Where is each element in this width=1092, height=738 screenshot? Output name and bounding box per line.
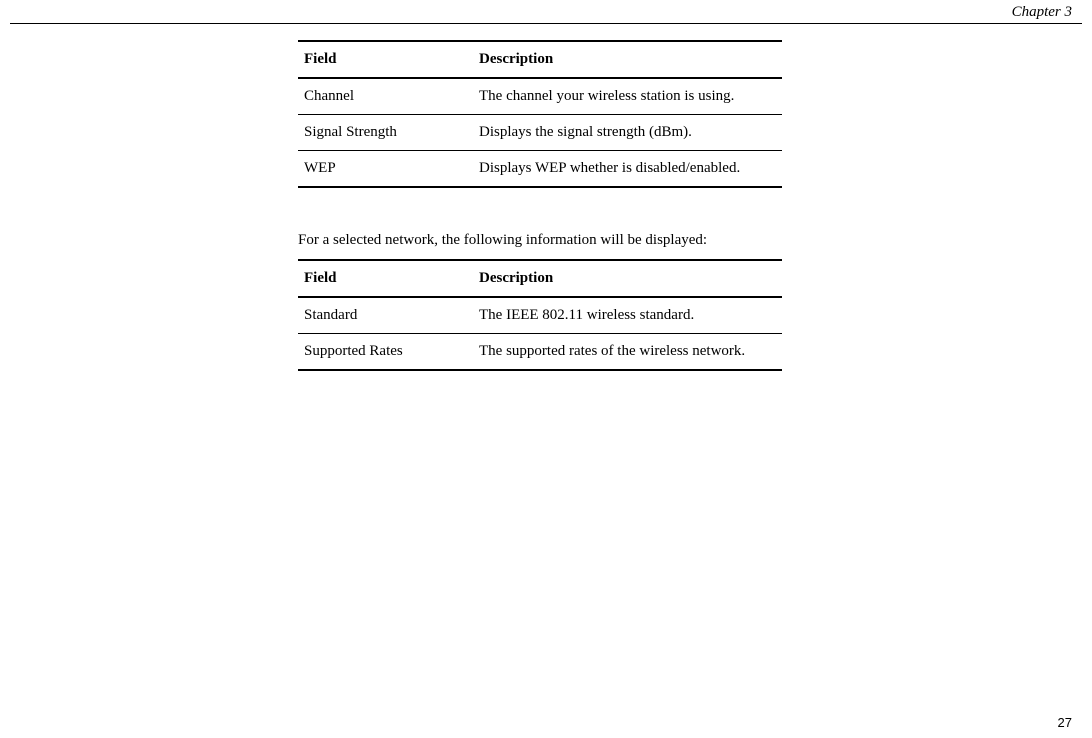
table-header-field: Field [298, 41, 473, 78]
chapter-label: Chapter 3 [0, 4, 1092, 23]
table-cell-description: The channel your wireless station is usi… [473, 78, 782, 115]
table-row: Signal Strength Displays the signal stre… [298, 115, 782, 151]
table-row: Channel The channel your wireless statio… [298, 78, 782, 115]
table-cell-field: Supported Rates [298, 334, 473, 371]
table-cell-field: Signal Strength [298, 115, 473, 151]
table-header-row: Field Description [298, 41, 782, 78]
table-header-field: Field [298, 260, 473, 297]
table-row: WEP Displays WEP whether is disabled/ena… [298, 151, 782, 188]
field-table-1: Field Description Channel The channel yo… [298, 40, 782, 188]
content-area: Field Description Channel The channel yo… [298, 24, 782, 371]
table-cell-field: WEP [298, 151, 473, 188]
table-row: Supported Rates The supported rates of t… [298, 334, 782, 371]
table-cell-description: The supported rates of the wireless netw… [473, 334, 782, 371]
table-cell-description: Displays the signal strength (dBm). [473, 115, 782, 151]
table-header-description: Description [473, 260, 782, 297]
page-number: 27 [1058, 715, 1072, 730]
table-cell-description: The IEEE 802.11 wireless standard. [473, 297, 782, 334]
table-row: Standard The IEEE 802.11 wireless standa… [298, 297, 782, 334]
table-cell-field: Standard [298, 297, 473, 334]
table-header-description: Description [473, 41, 782, 78]
page-header: Chapter 3 [0, 0, 1092, 24]
table-cell-description: Displays WEP whether is disabled/enabled… [473, 151, 782, 188]
field-table-2: Field Description Standard The IEEE 802.… [298, 259, 782, 371]
header-rule [10, 23, 1082, 24]
body-paragraph: For a selected network, the following in… [298, 232, 782, 249]
table-cell-field: Channel [298, 78, 473, 115]
table-header-row: Field Description [298, 260, 782, 297]
